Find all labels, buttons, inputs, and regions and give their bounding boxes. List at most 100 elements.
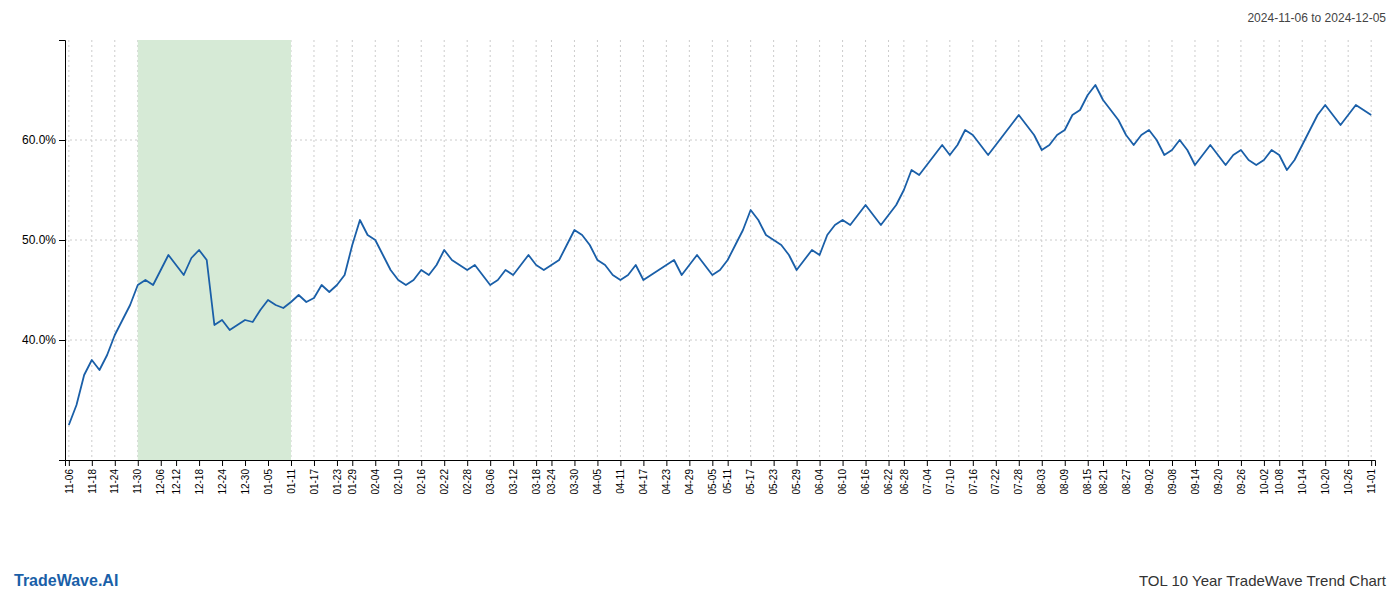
subtitle: 2024-11-06 to 2024-12-05	[1247, 11, 1386, 25]
y-tick: 60.0%	[22, 133, 65, 147]
grid-line-x	[490, 40, 491, 460]
x-tick: 06-16	[860, 460, 871, 495]
x-tick: 01-17	[309, 460, 320, 495]
grid-line-x	[1263, 40, 1264, 460]
x-tick-label: 04-17	[638, 469, 649, 495]
x-tick-mark	[973, 460, 974, 466]
x-tick-label: 10-02	[1259, 469, 1270, 495]
x-tick-mark	[689, 460, 690, 466]
x-tick: 07-16	[968, 460, 979, 495]
x-tick-mark	[1065, 460, 1066, 466]
x-tick: 04-23	[661, 460, 672, 495]
x-tick-mark	[490, 460, 491, 466]
x-tick-mark	[138, 460, 139, 466]
x-tick-mark	[574, 460, 575, 466]
x-tick-label: 07-04	[922, 469, 933, 495]
x-tick-label: 12-06	[155, 469, 166, 495]
x-tick-label: 01-05	[263, 469, 274, 495]
x-tick-mark	[1218, 460, 1219, 466]
x-tick-label: 05-05	[707, 469, 718, 495]
x-tick-label: 05-11	[722, 469, 733, 494]
x-tick-label: 12-18	[194, 469, 205, 495]
x-tick-mark	[927, 460, 928, 466]
grid-line-x	[620, 40, 621, 460]
x-tick-label: 02-22	[439, 469, 450, 495]
x-tick-mark	[643, 460, 644, 466]
x-tick-label: 02-10	[393, 469, 404, 495]
x-tick: 07-28	[1013, 460, 1024, 495]
x-tick: 05-23	[768, 460, 779, 495]
grid-line-x	[926, 40, 927, 460]
x-tick: 10-14	[1297, 460, 1308, 495]
x-tick-mark	[774, 460, 775, 466]
grid-line-x	[727, 40, 728, 460]
x-tick: 02-22	[439, 460, 450, 495]
x-tick-label: 02-16	[416, 469, 427, 495]
x-tick-mark	[1264, 460, 1265, 466]
x-tick-mark	[314, 460, 315, 466]
x-tick-mark	[950, 460, 951, 466]
x-tick-mark	[1126, 460, 1127, 466]
x-tick-label: 11-06	[64, 469, 75, 494]
grid-line-x	[574, 40, 575, 460]
x-tick: 08-21	[1098, 460, 1109, 495]
grid-line-x	[1018, 40, 1019, 460]
grid-line-x	[467, 40, 468, 460]
x-tick: 08-03	[1036, 460, 1047, 495]
y-tick: 50.0%	[22, 233, 65, 247]
x-tick-label: 07-22	[990, 469, 1001, 495]
grid-line-x	[750, 40, 751, 460]
grid-line-x	[689, 40, 690, 460]
x-tick-mark	[820, 460, 821, 466]
x-tick-label: 11-30	[132, 469, 143, 494]
grid-line-x	[888, 40, 889, 460]
x-tick: 02-04	[370, 460, 381, 495]
x-tick: 08-27	[1121, 460, 1132, 495]
x-tick: 11-18	[87, 460, 98, 494]
x-tick-label: 08-15	[1082, 469, 1093, 495]
x-tick: 01-05	[263, 460, 274, 495]
x-tick: 04-29	[684, 460, 695, 495]
x-tick: 07-04	[922, 460, 933, 495]
x-tick: 08-09	[1059, 460, 1070, 495]
highlight-span	[138, 40, 291, 460]
grid-line-x	[1371, 40, 1372, 460]
x-tick: 09-02	[1144, 460, 1155, 495]
x-tick-label: 06-22	[883, 469, 894, 495]
x-tick-mark	[751, 460, 752, 466]
grid-line-x	[313, 40, 314, 460]
x-tick: 06-04	[814, 460, 825, 495]
x-tick: 10-26	[1343, 460, 1354, 495]
grid-line-x	[1302, 40, 1303, 460]
x-tick-label: 05-29	[791, 469, 802, 495]
y-tick-mark	[59, 240, 65, 241]
x-tick-mark	[797, 460, 798, 466]
y-tick-mark	[59, 140, 65, 141]
x-tick-label: 07-16	[968, 469, 979, 495]
x-tick-label: 09-20	[1213, 469, 1224, 495]
grid-line-x	[1194, 40, 1195, 460]
x-tick-mark	[375, 460, 376, 466]
x-tick-label: 05-17	[745, 469, 756, 495]
x-tick-mark	[513, 460, 514, 466]
title: TOL 10 Year TradeWave Trend Chart	[1139, 572, 1387, 589]
grid-line-x	[114, 40, 115, 460]
y-tick-label: 50.0%	[22, 233, 56, 247]
x-tick-label: 07-28	[1013, 469, 1024, 495]
x-tick: 05-05	[707, 460, 718, 495]
x-tick: 05-29	[791, 460, 802, 495]
x-tick-label: 12-12	[171, 469, 182, 495]
y-tick-label: 60.0%	[22, 133, 56, 147]
x-tick: 01-29	[347, 460, 358, 495]
x-tick-label: 10-14	[1297, 469, 1308, 495]
x-tick-label: 05-23	[768, 469, 779, 495]
grid-line-x	[91, 40, 92, 460]
grid-line-x	[536, 40, 537, 460]
x-tick-mark	[467, 460, 468, 466]
x-tick-mark	[1088, 460, 1089, 466]
y-tick-label: 40.0%	[22, 333, 56, 347]
y-tick: 40.0%	[22, 333, 65, 347]
annotation: TradeWave.AI	[14, 572, 118, 589]
x-tick-label: 08-03	[1036, 469, 1047, 495]
x-tick: 02-10	[393, 460, 404, 495]
